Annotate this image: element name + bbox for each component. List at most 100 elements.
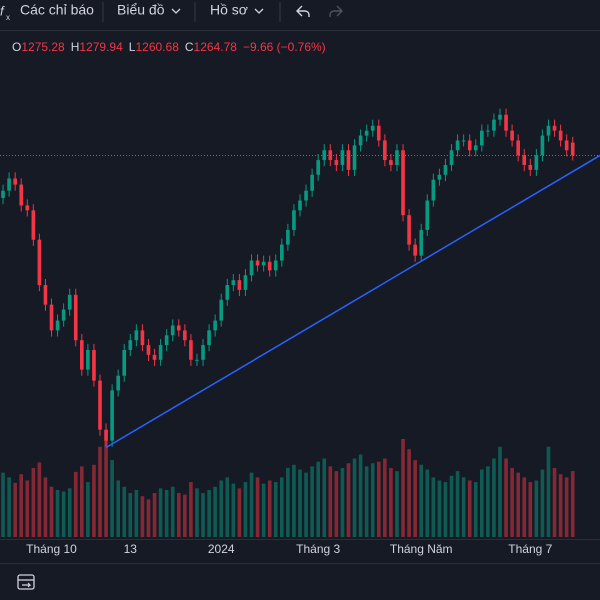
candle-body (67, 294, 72, 310)
candle-body (486, 130, 490, 132)
redo-button[interactable] (329, 5, 343, 17)
candle-body (413, 244, 417, 256)
volume-bar (516, 472, 520, 537)
volume-bar (104, 440, 108, 537)
indicators-button[interactable]: Các chỉ báo (20, 2, 94, 18)
legend-value: 1275.28 (21, 40, 65, 54)
calendar-icon (17, 574, 35, 590)
candle-body (92, 349, 96, 381)
candle-body (340, 150, 345, 165)
candle-body (164, 335, 169, 346)
volume-bar (467, 480, 472, 537)
candle-body (201, 345, 205, 360)
volume-bar (43, 477, 48, 537)
volume-bar (431, 477, 436, 537)
candle-body (383, 140, 387, 161)
candle-body (273, 260, 278, 271)
candle-body (449, 150, 454, 165)
candle-body (249, 260, 254, 276)
chevron (171, 8, 181, 14)
candle-body (134, 330, 139, 341)
candle-body (546, 125, 551, 136)
volume-bar (116, 480, 120, 537)
candle-body (43, 285, 48, 305)
candle-body (346, 150, 351, 170)
candle-body (219, 299, 224, 321)
candle-body (534, 155, 539, 170)
legend-value: 1264.78 (194, 40, 238, 54)
volume-bar (110, 460, 114, 537)
x-tick-label: 2024 (208, 542, 235, 556)
candle-body (286, 229, 290, 245)
calendar-icon (22, 582, 32, 588)
volume-bar (480, 469, 484, 537)
candle-body (195, 359, 199, 361)
volume-bar (231, 483, 236, 537)
volume-bar (304, 472, 308, 537)
candle-body (552, 125, 557, 131)
volume-bar (183, 494, 187, 537)
candle-body (98, 380, 102, 430)
volume-bar (370, 463, 375, 537)
candle-body (176, 325, 181, 331)
volume-bar (152, 493, 157, 537)
ohlc-legend: O1275.28 H1279.94 L1260.68 C1264.78 −9.66 (−… (12, 40, 326, 54)
candle-body (516, 140, 520, 156)
fx-icon-sub: x (6, 13, 10, 22)
volume-bar (140, 496, 145, 537)
candle-body (304, 190, 308, 201)
volume-bar (558, 474, 563, 537)
fx-icon[interactable]: f (0, 3, 5, 18)
volume-bar (286, 467, 290, 537)
profile-button[interactable]: Hồ sơ (210, 2, 248, 18)
volume-bar (540, 469, 545, 537)
volume-bar (7, 477, 11, 537)
volume-bar (383, 458, 387, 537)
volume-bar (413, 460, 417, 537)
candle-body (86, 349, 90, 370)
candle-body (419, 229, 424, 256)
candle-body (183, 330, 187, 341)
chart-button[interactable]: Biểu đồ (117, 2, 165, 18)
legend-value: 1279.94 (79, 40, 123, 54)
volume-bar (473, 482, 478, 537)
undo-button[interactable] (296, 5, 310, 17)
volume-bar (67, 488, 72, 537)
candle-body (267, 261, 272, 271)
candles (1, 108, 575, 447)
legend-letter: H (71, 40, 80, 54)
candle-body (37, 239, 42, 286)
candle-body (158, 345, 163, 360)
chevron (254, 8, 264, 14)
volume-bar (407, 449, 411, 537)
volume-bar (546, 446, 551, 537)
volume-bar (189, 482, 193, 537)
legend-letter: C (185, 40, 194, 54)
volume-bar (158, 488, 163, 537)
candle-body (334, 160, 339, 165)
candle-body (7, 178, 11, 191)
volume-bar (73, 471, 78, 537)
candle-body (298, 200, 302, 211)
volume-bar (564, 477, 569, 537)
volume-bar (170, 486, 175, 537)
candle-body (170, 325, 175, 336)
volume-bar (13, 482, 17, 537)
toolbar (0, 0, 600, 30)
volume-bar (486, 466, 490, 537)
volume-bar (31, 467, 36, 537)
x-tick-label: Tháng Năm (390, 542, 453, 556)
volume-bar (358, 454, 363, 537)
candle-body (146, 345, 151, 355)
volume-bar (55, 489, 60, 537)
candle-body (310, 174, 314, 191)
candle-body (231, 280, 236, 286)
candle-body (140, 330, 145, 346)
candle-body (389, 160, 393, 165)
date-range-icon[interactable] (17, 574, 35, 590)
volume-bar (419, 464, 424, 537)
volume-bar (19, 474, 24, 537)
candle-body (522, 155, 527, 165)
candle-body (431, 179, 436, 201)
volume-bar (25, 480, 30, 537)
